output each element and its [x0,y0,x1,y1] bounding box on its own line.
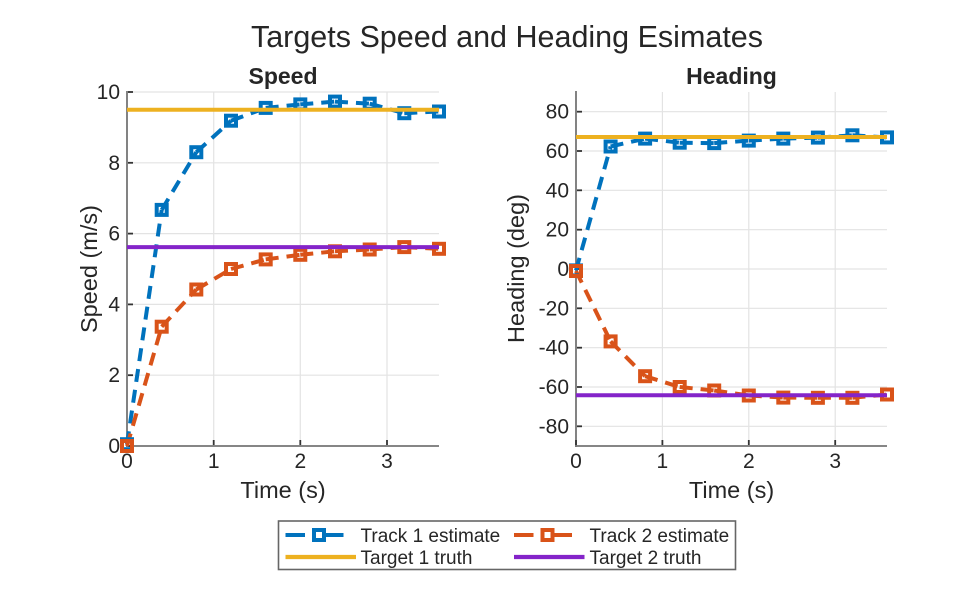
svg-text:Time (s): Time (s) [240,477,325,503]
svg-text:Heading: Heading [686,63,777,89]
svg-text:20: 20 [546,219,569,242]
svg-text:-80: -80 [539,415,569,438]
svg-text:4: 4 [108,293,120,316]
svg-text:3: 3 [829,450,841,473]
svg-text:0: 0 [121,450,133,473]
svg-text:Speed (m/s): Speed (m/s) [76,205,102,333]
svg-text:Track 2 estimate: Track 2 estimate [590,526,730,547]
svg-text:3: 3 [381,450,393,473]
svg-text:Track 1 estimate: Track 1 estimate [361,526,501,547]
svg-text:Heading (deg): Heading (deg) [503,194,529,343]
svg-text:2: 2 [108,364,120,387]
svg-text:10: 10 [97,81,120,104]
svg-text:8: 8 [108,152,120,175]
svg-text:2: 2 [743,450,755,473]
svg-text:Target 2 truth: Target 2 truth [590,548,702,569]
svg-text:1: 1 [657,450,669,473]
svg-text:0: 0 [557,258,569,281]
svg-text:0: 0 [570,450,582,473]
svg-text:Time (s): Time (s) [689,477,774,503]
svg-text:-60: -60 [539,376,569,399]
svg-text:80: 80 [546,101,569,124]
svg-text:1: 1 [208,450,220,473]
svg-text:6: 6 [108,223,120,246]
svg-text:60: 60 [546,140,569,163]
svg-text:0: 0 [108,435,120,458]
svg-text:2: 2 [294,450,306,473]
svg-text:Targets Speed and Heading Esim: Targets Speed and Heading Esimates [251,20,763,54]
svg-text:-40: -40 [539,337,569,360]
svg-text:-20: -20 [539,297,569,320]
svg-text:Speed: Speed [248,63,317,89]
svg-text:40: 40 [546,179,569,202]
svg-text:Target 1 truth: Target 1 truth [361,548,473,569]
